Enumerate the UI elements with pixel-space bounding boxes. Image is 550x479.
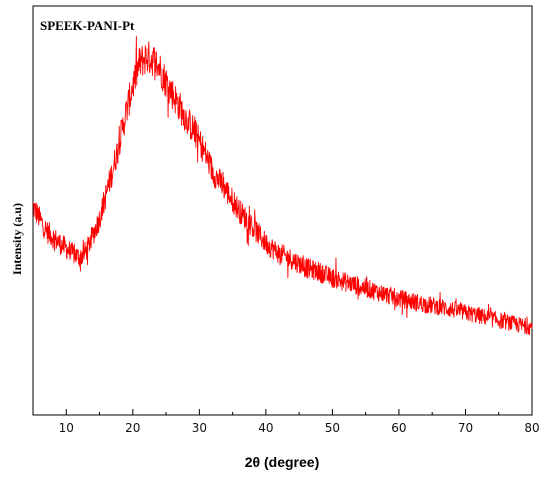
x-tick-label: 60	[391, 421, 406, 435]
x-axis: 10 20 30 40 50 60 70 80	[32, 409, 540, 435]
x-tick-label: 50	[325, 421, 340, 435]
plot-frame	[32, 5, 533, 416]
x-tick-label: 20	[125, 421, 140, 435]
series-line	[32, 35, 533, 336]
y-axis-label: Intensity (a.u)	[10, 203, 24, 275]
chart-title: SPEEK-PANI-Pt	[40, 18, 135, 33]
x-tick-label: 80	[524, 421, 539, 435]
series-layer	[32, 35, 533, 336]
x-axis-label: 2θ (degree)	[245, 454, 319, 470]
x-tick-label: 70	[458, 421, 473, 435]
x-tick-label: 10	[59, 421, 74, 435]
x-tick-label: 40	[258, 421, 273, 435]
x-tick-label: 30	[192, 421, 207, 435]
